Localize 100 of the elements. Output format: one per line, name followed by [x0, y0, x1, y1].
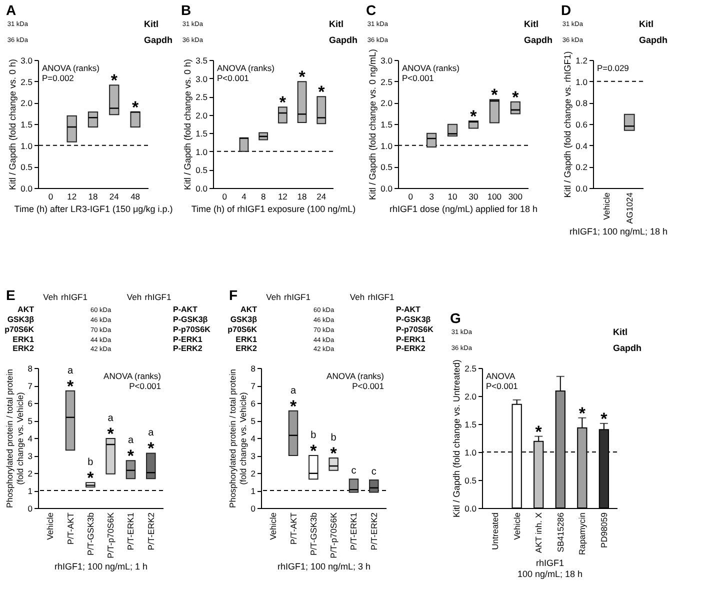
annotation: P<0.001	[486, 381, 518, 391]
x-tick-label: 30	[468, 192, 478, 202]
y-tick-label: 0.0	[380, 184, 393, 194]
y-axis-title: Kitl / Gapdh (fold change vs. 0 h)	[182, 58, 193, 190]
text: P-ERK2	[173, 344, 203, 353]
text: rhIGF1	[368, 292, 394, 302]
chart-title: D	[561, 2, 572, 18]
annotation: b	[88, 457, 94, 468]
annotation: P=0.029	[597, 63, 630, 73]
text: Kitl	[329, 19, 344, 29]
y-tick-label: 3	[28, 451, 33, 461]
text: P-AKT	[173, 305, 198, 314]
annotation: P<0.001	[402, 73, 434, 83]
y-tick-label: 2	[28, 468, 33, 478]
y-tick-label: 2.5	[464, 364, 477, 374]
x-tick-label: 18	[297, 192, 308, 202]
y-tick-label: 0.4	[576, 140, 588, 151]
text: p70S6K	[228, 325, 258, 334]
text: P-GSK3β	[396, 315, 431, 324]
text: p70S6K	[4, 325, 34, 334]
x-tick-label: P/T-AKT	[288, 512, 298, 545]
y-tick-label: 1.5	[380, 120, 393, 130]
annotation: ANOVA (ranks)	[402, 63, 460, 73]
y-tick-label: 8	[250, 364, 256, 374]
text: Kitl	[144, 19, 158, 29]
y-tick-label: 2.0	[464, 392, 477, 402]
y-tick-label: 3.0	[196, 74, 208, 84]
x-axis-title: rhIGF1 dose (ng/mL) applied for 18 h	[389, 204, 538, 214]
annotation: a	[290, 385, 296, 396]
chart-title: C	[366, 2, 376, 18]
y-tick-label: 2.5	[196, 92, 208, 102]
y-tick-label: 0.5	[196, 165, 208, 176]
y-axis-title: Kitl / Gapdh (fold change vs. rhIGF1)	[562, 51, 573, 198]
annotation: *	[127, 446, 134, 466]
y-tick-label: 0	[28, 504, 33, 514]
y-tick-label: 0.8	[576, 98, 588, 108]
x-tick-label: 12	[67, 192, 77, 202]
y-tick-label: 6	[250, 398, 256, 408]
text: GSK3β	[7, 315, 34, 324]
y-tick-label: 1.2	[576, 56, 588, 66]
x-tick-label: P/T-p70S6K	[106, 512, 116, 558]
x-tick-label: 48	[130, 192, 140, 202]
x-tick-label: 0	[408, 192, 414, 202]
annotation: *	[148, 439, 155, 458]
annotation: *	[491, 86, 498, 105]
y-tick-label: 2.5	[20, 76, 33, 87]
text: ERK1	[12, 335, 35, 344]
text: P-GSK3β	[173, 315, 208, 324]
y-tick-label: 7	[250, 381, 256, 391]
annotation: *	[470, 107, 478, 126]
annotation: *	[330, 444, 338, 463]
x-tick-label: 4	[242, 192, 247, 202]
y-tick-label: 2.0	[380, 98, 393, 108]
annotation: P=0.002	[42, 73, 74, 83]
annotation: ANOVA (ranks)	[42, 63, 100, 73]
y-tick-label: 3.0	[20, 56, 33, 66]
text: P-p70S6K	[396, 325, 434, 334]
x-tick-label: Untreated	[490, 512, 500, 550]
annotation: *	[600, 409, 608, 428]
x-tick-label: P/T-GSK3b	[85, 512, 96, 556]
text: Veh	[350, 292, 365, 302]
text: Gapdh	[144, 35, 172, 45]
y-tick-label: 6	[28, 398, 33, 408]
text: GSK3β	[230, 315, 258, 324]
text: ERK1	[236, 335, 258, 344]
y-axis-title: Kitl / Gapdh (fold change vs. Untreated)	[452, 359, 462, 518]
annotation: *	[66, 376, 74, 396]
x-tick-label: Rapamycin	[577, 512, 588, 556]
y-tick-label: 1	[28, 486, 33, 496]
annotation: c	[351, 466, 356, 477]
x-tick-label: 12	[278, 192, 288, 202]
x-tick-label: 300	[508, 192, 523, 202]
y-tick-label: 3.5	[196, 56, 208, 66]
y-tick-label: 2	[250, 468, 256, 478]
annotation: *	[512, 88, 520, 107]
annotation: P<0.001	[217, 73, 250, 83]
annotation: *	[110, 71, 118, 90]
text: Gapdh	[613, 343, 642, 353]
y-tick-label: 0.5	[380, 162, 393, 172]
y-tick-label: 1.0	[576, 76, 588, 87]
annotation: *	[132, 98, 139, 118]
y-tick-label: 1.5	[20, 120, 33, 130]
x-axis-title: Time (h) of rhIGF1 exposure (100 ng/mL)	[191, 204, 356, 214]
y-tick-label: 1.0	[196, 146, 208, 157]
text: ERK2	[12, 344, 35, 353]
y-tick-label: 0.0	[576, 184, 588, 194]
annotation: ANOVA	[486, 371, 516, 381]
x-axis-title: rhIGF1; 100 ng/mL; 18 h	[569, 226, 668, 237]
x-tick-label: Vehicle	[602, 192, 612, 220]
text: Gapdh	[329, 35, 358, 45]
x-axis-title: rhIGF1 100 ng/mL; 18 h	[517, 558, 583, 580]
x-tick-label: 18	[88, 192, 98, 202]
annotation: ANOVA (ranks)	[217, 63, 275, 73]
text: P-ERK1	[396, 335, 426, 344]
x-tick-label: P/T-AKT	[65, 512, 76, 545]
text: ERK2	[236, 344, 258, 353]
x-tick-label: SB415286	[555, 512, 566, 552]
annotation: *	[290, 396, 297, 416]
text: Veh	[126, 292, 142, 302]
text: P-ERK2	[396, 344, 426, 353]
